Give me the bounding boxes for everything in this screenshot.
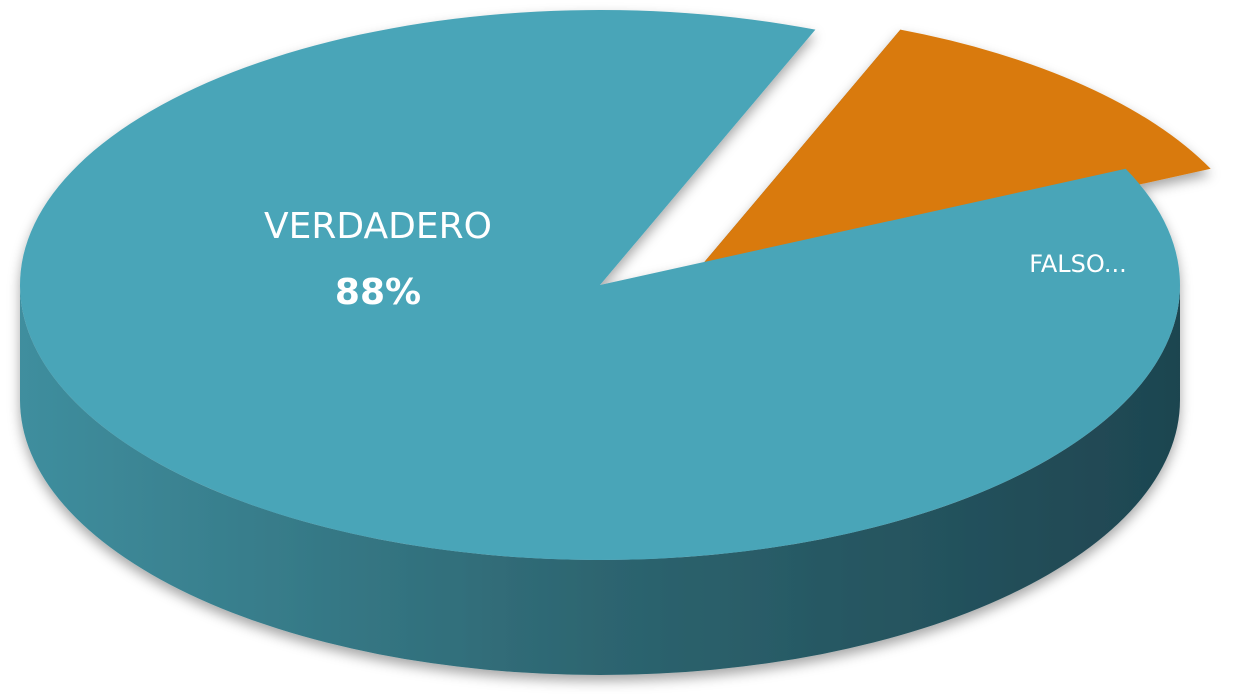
pie <box>20 9 1211 675</box>
pie-slice <box>685 29 1211 285</box>
slice-value-label: 88% <box>335 272 421 313</box>
pie-slice <box>20 9 1181 561</box>
slice-label: FALSO... <box>1029 250 1126 278</box>
slice-side <box>20 285 1180 675</box>
slice-label: VERDADERO <box>264 206 492 247</box>
